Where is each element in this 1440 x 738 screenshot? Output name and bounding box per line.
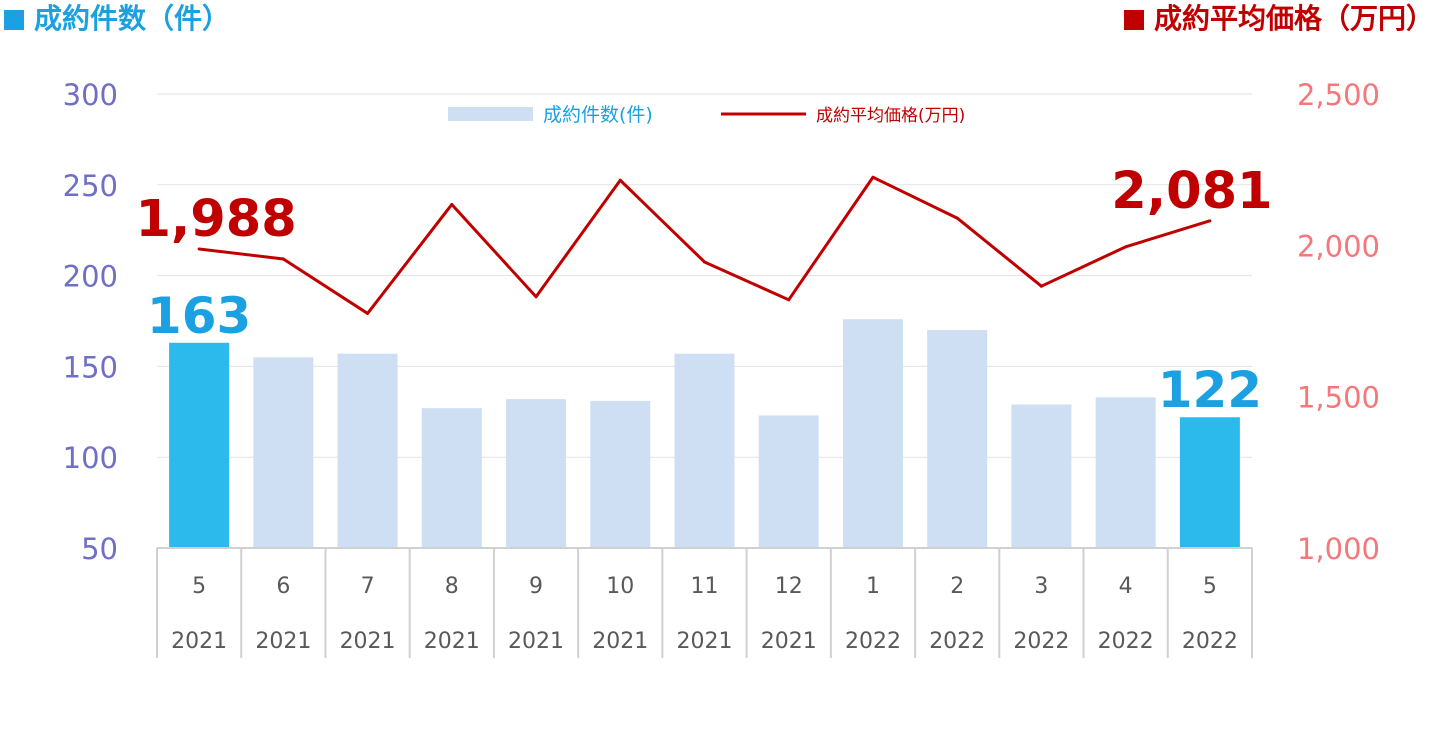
line-point [197,247,201,251]
bar [842,319,903,548]
line-point [618,178,622,182]
line-point [787,298,791,302]
blue-square-icon [4,10,24,30]
bar [1179,417,1240,548]
x-tick-month: 7 [361,574,375,599]
bar [758,415,819,548]
x-tick-year: 2022 [1098,629,1154,654]
x-tick-month: 5 [192,574,206,599]
right-axis-tick-label: 2,000 [1297,229,1380,263]
line-point [1039,284,1043,288]
bar [169,342,230,548]
right-axis-tick-label: 1,500 [1297,381,1380,415]
x-tick-month: 6 [276,574,290,599]
line-point [1208,219,1212,223]
bar [1011,404,1072,548]
legend-bar-label: 成約件数(件) [543,104,653,126]
line-point [366,311,370,315]
left-axis-tick-label: 200 [63,260,118,294]
bar [506,399,567,548]
line-point [871,175,875,179]
line-point [534,295,538,299]
bar [253,357,314,548]
x-tick-year: 2022 [1013,629,1069,654]
x-tick-month: 10 [606,574,634,599]
x-tick-month: 4 [1119,574,1133,599]
bar [590,400,651,548]
left-axis-tick-label: 100 [63,441,118,475]
line-point [955,216,959,220]
x-tick-month: 1 [866,574,880,599]
right-axis-title: 成約平均価格（万円） [1123,2,1434,36]
bar [674,353,735,548]
right-axis-tick-label: 2,500 [1297,78,1380,112]
x-tick-year: 2021 [508,629,564,654]
bar [337,353,398,548]
x-tick-month: 12 [775,574,803,599]
x-tick-month: 3 [1034,574,1048,599]
x-tick-year: 2022 [929,629,985,654]
line-data-label: 2,081 [1111,162,1272,221]
x-tick-month: 11 [691,574,719,599]
x-tick-month: 5 [1203,574,1217,599]
line-point [450,202,454,206]
line-data-label: 1,988 [135,190,296,249]
bar [1095,397,1156,548]
x-tick-year: 2021 [677,629,733,654]
left-axis-tick-label: 250 [63,169,118,203]
left-axis-tick-label: 50 [81,532,118,566]
left-axis-title-text: 成約件数（件） [34,2,231,35]
right-axis-tick-label: 1,000 [1297,532,1380,566]
x-tick-year: 2022 [1182,629,1238,654]
x-tick-year: 2021 [255,629,311,654]
red-square-icon [1123,10,1144,30]
bar [927,330,988,548]
x-tick-year: 2021 [171,629,227,654]
bar-data-label: 122 [1158,361,1262,419]
x-tick-year: 2021 [592,629,648,654]
bar-data-label: 163 [147,287,251,345]
bar [421,408,482,548]
x-tick-year: 2021 [340,629,396,654]
x-tick-month: 8 [445,574,459,599]
price-line [198,175,1211,315]
x-tick-year: 2021 [424,629,480,654]
legend-line-label: 成約平均価格(万円) [816,106,965,126]
legend-bar-swatch [448,107,533,121]
left-axis-title: 成約件数（件） [4,2,230,36]
left-axis-tick-label: 150 [63,350,118,384]
x-tick-month: 2 [950,574,964,599]
x-tick-month: 9 [529,574,543,599]
line-point [1124,245,1128,249]
x-tick-year: 2022 [845,629,901,654]
line-point [281,257,285,261]
x-tick-year: 2021 [761,629,817,654]
right-axis-title-text: 成約平均価格（万円） [1153,2,1434,35]
line-point [703,260,706,264]
left-axis-tick-label: 300 [63,78,118,112]
